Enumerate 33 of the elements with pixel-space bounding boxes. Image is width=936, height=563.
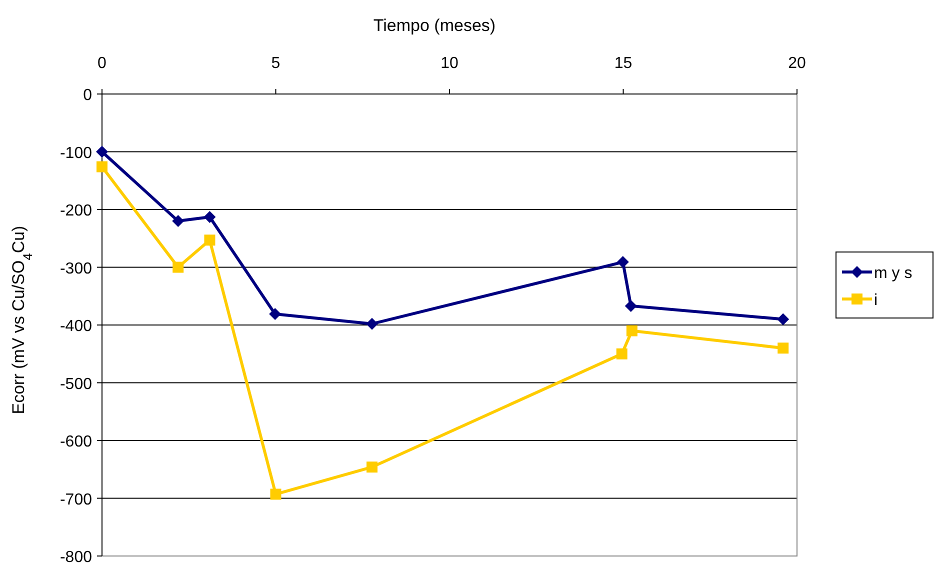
y-tick-label: -700 — [60, 491, 92, 508]
y-tick-label: -600 — [60, 434, 92, 450]
point — [204, 234, 216, 246]
point — [778, 342, 789, 354]
point — [366, 318, 378, 330]
y-tick-label: -200 — [60, 202, 92, 220]
point — [269, 308, 282, 320]
point — [626, 325, 638, 336]
x-axis-title: Tiempo (meses) — [373, 16, 496, 35]
y-tick-label: -800 — [60, 549, 92, 563]
legend-label: m y s — [874, 265, 912, 282]
x-tick-label: 10 — [440, 55, 458, 72]
point — [96, 146, 108, 158]
x-tick-label: 20 — [788, 55, 806, 72]
legend-label: i — [874, 292, 878, 309]
point — [204, 211, 216, 224]
x-tick-label: 0 — [98, 55, 107, 72]
point — [616, 348, 628, 360]
point — [172, 262, 184, 273]
x-tick-label: 5 — [271, 55, 280, 72]
point — [777, 313, 790, 326]
point — [624, 300, 637, 312]
point — [96, 161, 108, 172]
y-tick-label: 0 — [83, 87, 92, 104]
y-tick-label: -500 — [60, 376, 92, 393]
x-tick-label: 15 — [614, 55, 632, 72]
y-tick-label: -300 — [60, 260, 92, 278]
point — [616, 256, 629, 268]
y-tick-label: -400 — [60, 318, 92, 335]
y-tick-label: -100 — [60, 144, 92, 162]
point — [270, 488, 282, 500]
point — [172, 215, 184, 228]
point — [366, 462, 378, 473]
